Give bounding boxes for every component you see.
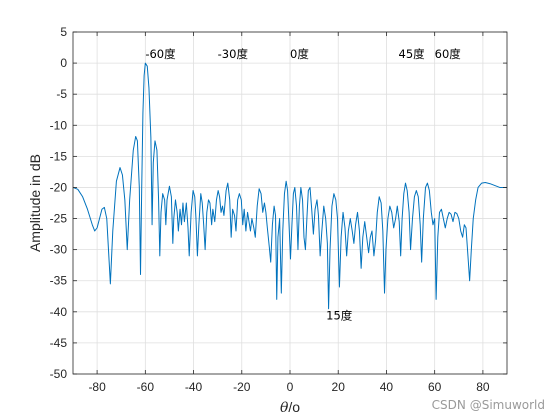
annotation-label: 60度	[435, 47, 462, 61]
annotation-label: 45度	[399, 47, 426, 61]
x-tick-label: 40	[380, 380, 394, 394]
annotation-label: 0度	[290, 47, 309, 61]
x-tick-label: -20	[233, 380, 251, 394]
y-tick-label: -35	[50, 274, 68, 288]
x-tick-label: 20	[332, 380, 346, 394]
y-tick-label: -50	[50, 367, 68, 381]
annotation-label: -30度	[218, 47, 249, 61]
annotation-label: -60度	[145, 47, 176, 61]
y-tick-label: -5	[56, 87, 67, 101]
y-tick-label: -25	[50, 212, 68, 226]
y-axis-title: Amplitude in dB	[27, 154, 43, 252]
x-tick-label: 60	[428, 380, 442, 394]
x-tick-label: 0	[287, 380, 294, 394]
watermark: CSDN @Simuworld	[432, 398, 545, 412]
y-tick-label: -30	[50, 243, 68, 257]
y-tick-label: 5	[60, 25, 67, 39]
y-tick-label: -45	[50, 336, 68, 350]
y-tick-label: -10	[50, 118, 68, 132]
x-axis-title: θ/o	[280, 399, 300, 416]
x-tick-label: -80	[88, 380, 106, 394]
y-tick-label: 0	[60, 56, 67, 70]
data-series-group	[72, 62, 507, 310]
x-tick-label: 80	[476, 380, 490, 394]
annotations: -60度 -30度 0度 45度 60度 15度	[145, 47, 461, 322]
x-axis-title-symbol: θ	[280, 400, 289, 416]
axis-ticks: -80 -60 -40 -20 0 20 40 60 80 5 0 -5 -10 -15 -20 -25 -30…	[50, 25, 507, 394]
x-tick-label: -40	[185, 380, 203, 394]
x-tick-label: -60	[137, 380, 155, 394]
y-tick-label: -40	[50, 305, 68, 319]
series-line	[72, 62, 507, 310]
x-axis-title-unit: /o	[288, 399, 300, 415]
y-tick-label: -15	[50, 149, 68, 163]
y-tick-label: -20	[50, 180, 68, 194]
annotation-label: 15度	[326, 308, 353, 322]
